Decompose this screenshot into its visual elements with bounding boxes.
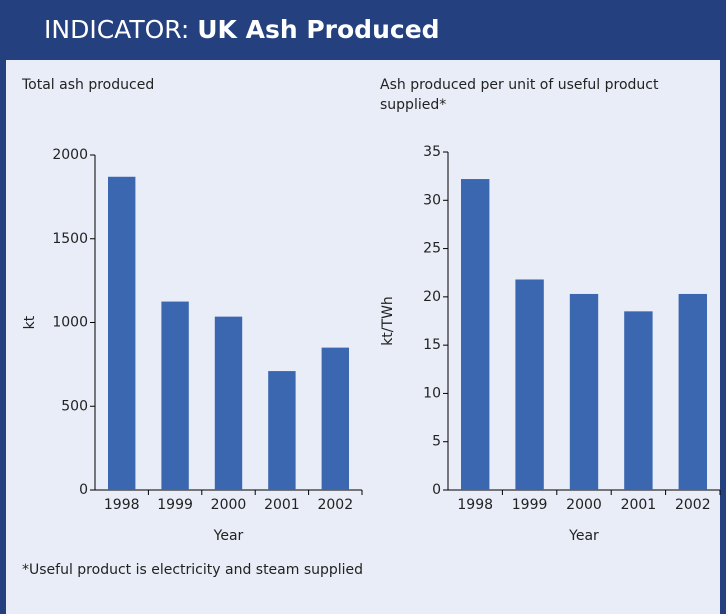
y-tick-label: 500: [61, 398, 88, 414]
y-tick-label: 1500: [52, 231, 88, 247]
x-tick-label: 1998: [104, 497, 140, 513]
y-tick-label: 0: [432, 482, 441, 498]
bar: [268, 371, 296, 490]
x-tick-label: 1999: [157, 497, 193, 513]
bar: [461, 179, 490, 491]
x-axis-label: Year: [213, 528, 244, 544]
bar: [161, 301, 189, 490]
y-tick-label: 25: [423, 241, 441, 257]
bar: [678, 293, 707, 490]
bar: [321, 347, 349, 490]
y-axis-label: kt/TWh: [380, 296, 396, 346]
bar: [214, 316, 243, 490]
footnote: *Useful product is electricity and steam…: [22, 562, 364, 578]
y-tick-label: 5: [432, 434, 441, 450]
y-axis-label: kt: [22, 315, 38, 329]
x-tick-label: 1998: [457, 497, 493, 513]
x-tick-label: 2002: [317, 497, 353, 513]
y-tick-label: 1000: [52, 315, 88, 331]
x-tick-label: 2000: [566, 497, 602, 513]
header-label: INDICATOR:: [44, 15, 190, 44]
y-tick-label: 0: [79, 482, 88, 498]
header: INDICATOR: UK Ash Produced: [0, 0, 726, 60]
x-tick-label: 2000: [211, 497, 247, 513]
y-tick-label: 15: [423, 337, 441, 353]
chart-title: Ash produced per unit of useful product …: [380, 77, 659, 113]
y-tick-label: 2000: [52, 147, 88, 163]
bar: [515, 279, 544, 490]
x-tick-label: 1999: [512, 497, 548, 513]
y-tick-label: 30: [423, 192, 441, 208]
x-tick-label: 2002: [675, 497, 711, 513]
bar: [624, 311, 653, 490]
x-tick-label: 2001: [621, 497, 657, 513]
chart-title: Total ash produced: [22, 77, 155, 93]
bar: [108, 176, 136, 490]
y-tick-label: 10: [423, 385, 441, 401]
x-axis-label: Year: [568, 528, 599, 544]
y-tick-label: 20: [423, 289, 441, 305]
bar: [569, 293, 599, 490]
x-tick-label: 2001: [264, 497, 300, 513]
y-tick-label: 35: [423, 144, 441, 160]
header-title: UK Ash Produced: [197, 15, 440, 44]
